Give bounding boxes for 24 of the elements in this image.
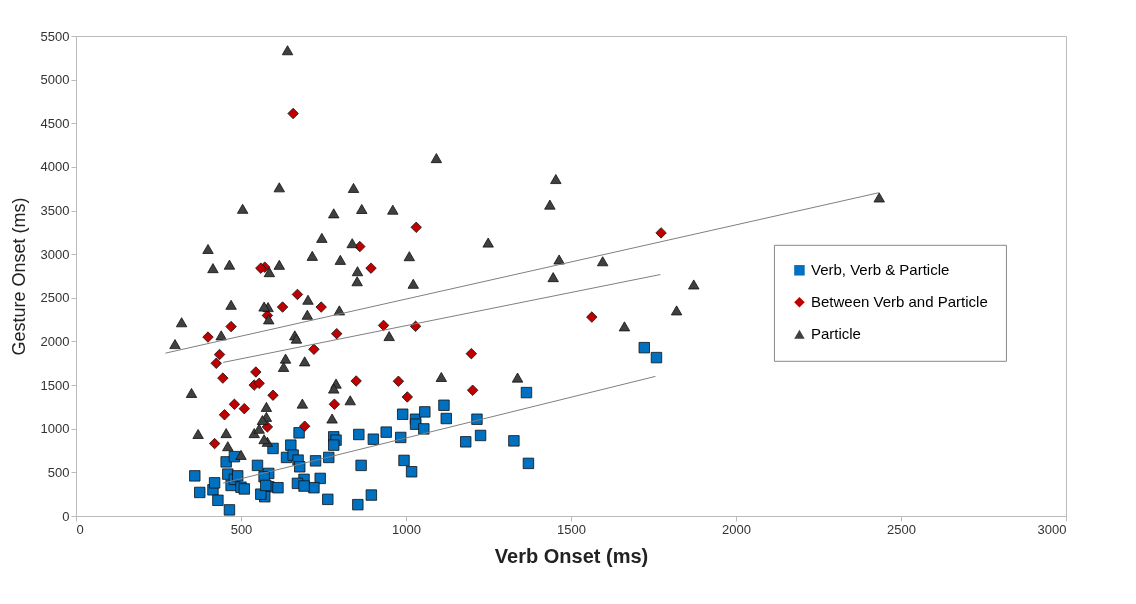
y-tick-label: 4000 bbox=[40, 159, 70, 175]
y-tick-label: 5000 bbox=[40, 72, 70, 88]
y-axis-title: Gesture Onset (ms) bbox=[8, 197, 29, 356]
y-tick-label: 3000 bbox=[40, 246, 70, 262]
y-tick-label: 5500 bbox=[40, 28, 70, 44]
y-tick-label: 1000 bbox=[40, 421, 70, 437]
y-tick-label: 0 bbox=[62, 508, 70, 524]
x-tick-label: 0 bbox=[76, 521, 84, 537]
x-tick-label: 2500 bbox=[887, 521, 916, 537]
y-tick-label: 500 bbox=[47, 464, 70, 480]
legend-label: Between Verb and Particle bbox=[810, 293, 988, 311]
x-tick-label: 500 bbox=[230, 521, 253, 537]
x-axis-title: Verb Onset (ms) bbox=[494, 544, 649, 567]
y-tick-label: 2000 bbox=[40, 333, 70, 349]
x-tick-label: 3000 bbox=[1037, 521, 1067, 537]
x-tick-label: 1500 bbox=[557, 521, 586, 537]
y-tick-label: 1500 bbox=[40, 377, 70, 393]
x-tick-label: 2000 bbox=[722, 521, 751, 537]
y-tick-label: 3500 bbox=[40, 203, 70, 219]
x-tick-label: 1000 bbox=[392, 521, 421, 537]
y-tick-label: 2500 bbox=[40, 290, 70, 306]
legend-label: Particle bbox=[810, 325, 861, 343]
legend-label: Verb, Verb & Particle bbox=[810, 261, 950, 279]
y-tick-label: 4500 bbox=[40, 115, 70, 131]
